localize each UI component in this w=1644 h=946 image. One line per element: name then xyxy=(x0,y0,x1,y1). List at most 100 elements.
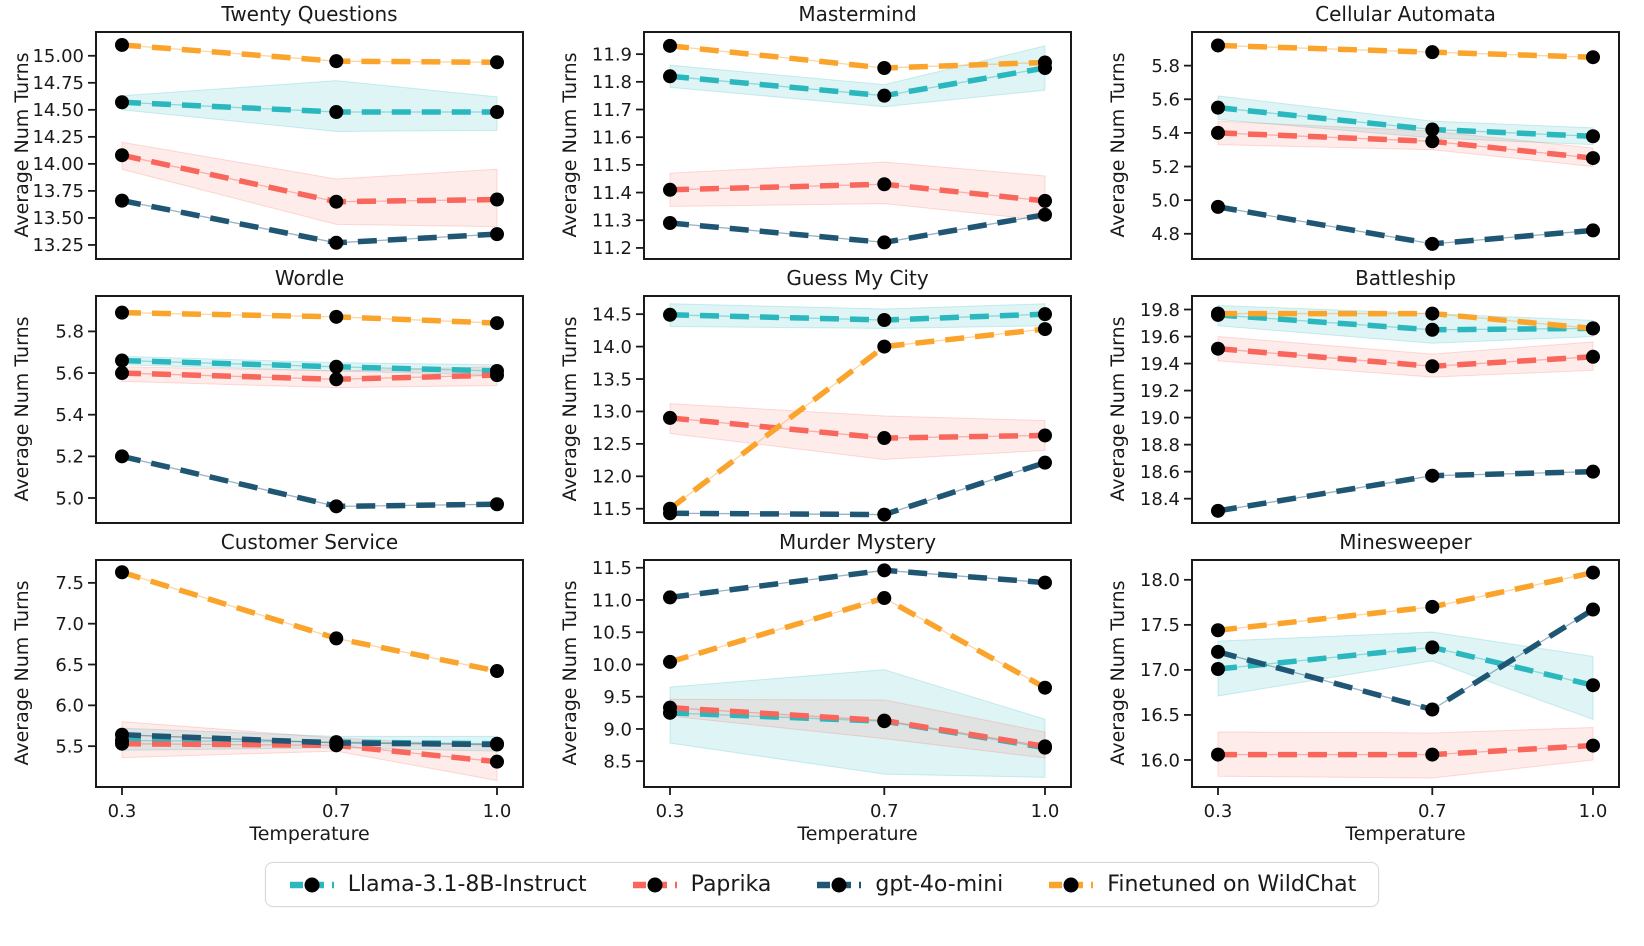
svg-text:14.25: 14.25 xyxy=(32,127,84,148)
subplot-twenty-questions: Twenty Questions Average Num Turns 13.25… xyxy=(0,2,548,266)
svg-text:5.4: 5.4 xyxy=(55,405,84,426)
svg-text:11.5: 11.5 xyxy=(592,499,632,520)
subplot-mastermind: Mastermind Average Num Turns 11.2 11.3 11.… xyxy=(548,2,1096,266)
x-axis-label: Temperature xyxy=(1345,823,1466,845)
svg-text:0.7: 0.7 xyxy=(322,801,351,822)
y-axis-label: Average Num Turns xyxy=(11,316,33,502)
svg-text:14.50: 14.50 xyxy=(32,100,84,121)
legend-box: Llama-3.1-8B-Instruct Paprika gpt-4o-min… xyxy=(264,862,1380,907)
chart-title: Customer Service xyxy=(220,530,399,554)
svg-text:0.7: 0.7 xyxy=(870,801,899,822)
svg-text:18.8: 18.8 xyxy=(1140,435,1180,456)
subplot-murder-mystery: Murder Mystery Average Num Turns 8.5 9.0 9… xyxy=(548,530,1096,848)
svg-text:11.9: 11.9 xyxy=(592,44,632,65)
llama-line-swatch-icon xyxy=(289,877,334,892)
legend-item-llama: Llama-3.1-8B-Instruct xyxy=(288,872,587,897)
svg-text:19.0: 19.0 xyxy=(1140,408,1180,429)
svg-text:5.8: 5.8 xyxy=(55,322,84,343)
svg-text:17.0: 17.0 xyxy=(1140,660,1180,681)
svg-text:19.2: 19.2 xyxy=(1140,381,1180,402)
svg-text:5.6: 5.6 xyxy=(55,363,84,384)
y-axis-label: Average Num Turns xyxy=(1107,316,1129,502)
gpt-4o-mini-line-swatch-icon xyxy=(817,877,862,892)
x-axis-label: Temperature xyxy=(797,823,918,845)
svg-text:12.5: 12.5 xyxy=(592,434,632,455)
svg-text:11.4: 11.4 xyxy=(592,183,632,204)
subplot-grid: Twenty Questions Average Num Turns 13.25… xyxy=(0,2,1644,848)
subplot-guess-my-city: Guess My City Average Num Turns 11.5 12.0… xyxy=(548,266,1096,530)
legend-item-wildchat: Finetuned on WildChat xyxy=(1047,872,1356,897)
svg-text:11.8: 11.8 xyxy=(592,72,632,93)
svg-text:7.5: 7.5 xyxy=(55,573,84,594)
svg-text:16.0: 16.0 xyxy=(1140,750,1180,771)
chart-title: Mastermind xyxy=(798,2,917,26)
chart-canvas: 16.0 16.5 17.0 17.5 18.0 0.3 0.7 1.0 xyxy=(1140,559,1620,822)
svg-text:5.8: 5.8 xyxy=(1151,56,1180,77)
chart-title: Cellular Automata xyxy=(1315,2,1496,26)
svg-text:13.0: 13.0 xyxy=(592,402,632,423)
svg-text:13.5: 13.5 xyxy=(592,369,632,390)
x-axis-label: Temperature xyxy=(249,823,370,845)
svg-text:6.0: 6.0 xyxy=(55,696,84,717)
svg-text:12.0: 12.0 xyxy=(592,467,632,488)
figure: Twenty Questions Average Num Turns 13.25… xyxy=(0,2,1644,907)
wildchat-line-swatch-icon xyxy=(1049,877,1094,892)
legend-label: Paprika xyxy=(690,872,772,897)
svg-text:1.0: 1.0 xyxy=(1031,801,1060,822)
subplot-cellular-automata: Cellular Automata Average Num Turns 4.8 5… xyxy=(1096,2,1644,266)
svg-text:19.4: 19.4 xyxy=(1140,354,1180,375)
svg-text:5.2: 5.2 xyxy=(1151,157,1180,178)
svg-text:14.75: 14.75 xyxy=(32,73,84,94)
svg-text:5.4: 5.4 xyxy=(1151,123,1180,144)
subplot-battleship: Battleship Average Num Turns 18.4 18.6 18.… xyxy=(1096,266,1644,530)
svg-text:14.0: 14.0 xyxy=(592,337,632,358)
y-axis-label: Average Num Turns xyxy=(11,52,33,238)
svg-text:11.0: 11.0 xyxy=(592,590,632,611)
y-axis-label: Average Num Turns xyxy=(11,580,33,766)
svg-text:19.6: 19.6 xyxy=(1140,327,1180,348)
chart-title: Guess My City xyxy=(786,266,929,290)
svg-text:5.2: 5.2 xyxy=(55,447,84,468)
svg-text:19.8: 19.8 xyxy=(1140,300,1180,321)
chart-canvas: 5.0 5.2 5.4 5.6 5.8 xyxy=(55,295,524,524)
legend-label: Finetuned on WildChat xyxy=(1107,872,1357,897)
svg-text:5.5: 5.5 xyxy=(55,736,84,757)
svg-text:10.5: 10.5 xyxy=(592,623,632,644)
svg-text:14.5: 14.5 xyxy=(592,304,632,325)
chart-canvas: 8.5 9.0 9.5 10.0 10.5 11.0 11.5 0.3 0.7 1.0 xyxy=(592,558,1072,822)
svg-text:5.0: 5.0 xyxy=(1151,190,1180,211)
paprika-line-swatch-icon xyxy=(632,877,677,892)
svg-text:11.2: 11.2 xyxy=(592,238,632,259)
svg-text:9.5: 9.5 xyxy=(603,687,632,708)
legend-item-paprika: Paprika xyxy=(631,872,772,897)
svg-text:4.8: 4.8 xyxy=(1151,224,1180,245)
svg-text:0.3: 0.3 xyxy=(656,801,685,822)
svg-text:11.5: 11.5 xyxy=(592,155,632,176)
chart-canvas: 5.5 6.0 6.5 7.0 7.5 0.3 0.7 1.0 xyxy=(55,559,524,822)
chart-title: Murder Mystery xyxy=(778,530,937,554)
svg-text:13.25: 13.25 xyxy=(32,235,84,256)
legend-label: Llama-3.1-8B-Instruct xyxy=(347,872,587,897)
chart-canvas: 11.5 12.0 12.5 13.0 13.5 14.0 14.5 xyxy=(592,295,1072,524)
chart-canvas: 18.4 18.6 18.8 19.0 19.2 19.4 19.6 19.8 xyxy=(1140,295,1620,524)
svg-text:18.4: 18.4 xyxy=(1140,489,1180,510)
svg-text:16.5: 16.5 xyxy=(1140,705,1180,726)
svg-text:15.00: 15.00 xyxy=(32,46,84,67)
chart-canvas: 11.2 11.3 11.4 11.5 11.6 11.7 11.8 11.9 xyxy=(592,31,1072,260)
svg-text:14.00: 14.00 xyxy=(32,154,84,175)
svg-text:10.0: 10.0 xyxy=(592,655,632,676)
y-axis-label: Average Num Turns xyxy=(1107,580,1129,766)
svg-text:17.5: 17.5 xyxy=(1140,615,1180,636)
chart-title: Twenty Questions xyxy=(221,2,398,26)
svg-text:11.3: 11.3 xyxy=(592,211,632,232)
chart-canvas: 13.25 13.50 13.75 14.00 14.25 14.50 14.75 15.00 xyxy=(32,31,524,260)
svg-text:13.50: 13.50 xyxy=(32,208,84,229)
svg-text:0.3: 0.3 xyxy=(108,801,137,822)
svg-text:11.7: 11.7 xyxy=(592,100,632,121)
chart-title: Minesweeper xyxy=(1339,530,1472,554)
svg-text:18.6: 18.6 xyxy=(1140,462,1180,483)
svg-text:6.5: 6.5 xyxy=(55,655,84,676)
svg-text:0.7: 0.7 xyxy=(1418,801,1447,822)
subplot-wordle: Wordle Average Num Turns 5.0 5.2 5.4 5.6 5.8 xyxy=(0,266,548,530)
subplot-minesweeper: Minesweeper Average Num Turns 16.0 16.5 17… xyxy=(1096,530,1644,848)
